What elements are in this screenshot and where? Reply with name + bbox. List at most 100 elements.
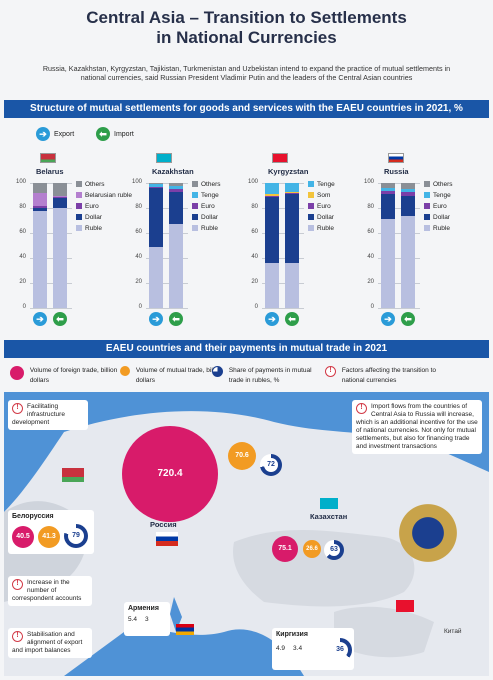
legend-entry: Ruble [424, 224, 493, 234]
import-arrow-icon: ⬅ [285, 312, 299, 326]
kyrgyzstan-values: 4.9 3.4 [276, 645, 350, 653]
kazakhstan-map-flag [320, 498, 338, 509]
kyrgyzstan-flag [272, 153, 288, 163]
gridline [30, 208, 72, 209]
legend-mutual-trade: Volume of mutual trade, billion dollars [120, 366, 230, 386]
y-tick-label: 80 [19, 204, 26, 210]
bar-segment [285, 193, 299, 195]
import-arrow-icon: ⬅ [53, 312, 67, 326]
russia-foreign-bubble: 720.4 [122, 426, 218, 522]
title-line-1: Central Asia – Transition to Settlements [86, 8, 407, 27]
exclamation-icon: ! [12, 579, 23, 590]
bar-segment [169, 183, 183, 186]
y-tick-label: 100 [15, 179, 26, 185]
exclamation-icon: ! [325, 366, 336, 377]
y-tick-label: 60 [251, 229, 258, 235]
export-arrow-icon: ➔ [36, 127, 50, 141]
export-arrow-icon: ➔ [381, 312, 395, 326]
gridline [146, 183, 188, 184]
legend-label: Ruble [317, 225, 334, 232]
legend-swatch [424, 192, 430, 199]
legend-label: Others [433, 181, 453, 188]
export-legend: ➔ Export [36, 127, 74, 141]
gridline [262, 183, 304, 184]
factor-stabilisation-text: Stabilisation and alignment of export an… [12, 631, 83, 654]
y-tick-label: 0 [370, 304, 374, 310]
legend-entry: Tenge [192, 191, 262, 201]
bar-segment [33, 193, 47, 206]
y-tick-label: 40 [135, 254, 142, 260]
kyrgyzstan-foreign-value: 4.9 [276, 645, 286, 652]
china-map-label: Китай [444, 628, 462, 635]
legend-swatch [308, 203, 314, 210]
factor-import-flows: ! Import flows from the countries of Cent… [352, 400, 482, 454]
bar-segment [401, 215, 415, 308]
legend-swatch [192, 203, 198, 210]
central-asia-landmass [334, 606, 434, 658]
belarus-map-flag [62, 468, 84, 482]
armenia-map-flag [176, 624, 194, 635]
bar-segment [381, 190, 395, 195]
kyrgyzstan-label: Kyrgyzstan [268, 167, 309, 176]
kazakhstan-share-circle: 63 [324, 540, 344, 560]
legend-label: Dollar [85, 214, 102, 221]
bar-segment [149, 184, 163, 187]
bar-segment [169, 185, 183, 190]
belarus-mutual-bubble: 41.3 [38, 526, 60, 548]
gridline [378, 208, 420, 209]
gridline [146, 283, 188, 284]
legend-entry: Ruble [308, 224, 378, 234]
gridline [378, 283, 420, 284]
factor-infrastructure: ! Facilitating infrastructure development [8, 400, 88, 430]
legend-label: Belarusian ruble [85, 192, 132, 199]
gridline [146, 258, 188, 259]
import-arrow-icon: ⬅ [96, 127, 110, 141]
legend-label: Tenge [201, 192, 219, 199]
y-tick-label: 0 [22, 304, 26, 310]
armenia-values: 5.4 3 [128, 616, 166, 624]
bar-segment [33, 210, 47, 308]
y-tick-label: 40 [251, 254, 258, 260]
legend-swatch [192, 214, 198, 221]
legend-factors-label: Factors affecting the transition to nati… [341, 367, 436, 384]
legend-label: Euro [317, 203, 331, 210]
kazakhstan-foreign-bubble: 75.1 [272, 536, 298, 562]
y-tick-label: 20 [251, 279, 258, 285]
belarus-flag [40, 153, 56, 163]
bar-segment [381, 194, 395, 220]
gridline [262, 308, 304, 309]
y-tick-label: 20 [19, 279, 26, 285]
gridline [146, 208, 188, 209]
belarus-map-label: Белоруссия [12, 513, 54, 520]
bar-segment [149, 186, 163, 188]
bar-segment [53, 183, 67, 196]
bar-segment [169, 191, 183, 225]
kazakhstan-map-label: Казахстан [310, 512, 348, 521]
title-line-2: in National Currencies [156, 28, 337, 47]
russia-map-flag [156, 532, 178, 546]
legend-label: Dollar [433, 214, 450, 221]
eaeu-logo [396, 492, 460, 574]
legend-entry: Euro [424, 202, 493, 212]
y-tick-label: 60 [19, 229, 26, 235]
gridline [30, 283, 72, 284]
bar-segment [33, 205, 47, 208]
legend-entry: Euro [76, 202, 146, 212]
kazakhstan-share-circle-value: 63 [328, 544, 340, 556]
bar-segment [265, 194, 279, 196]
legend-share-label: Share of payments in mutual trade in rub… [228, 367, 312, 384]
legend-ruble-share: Share of payments in mutual trade in rub… [212, 366, 322, 386]
bar-segment [401, 189, 415, 192]
legend-entry: Others [424, 180, 493, 190]
legend-swatch [424, 214, 430, 221]
legend-swatch [308, 192, 314, 199]
legend-label: Others [85, 181, 105, 188]
page-title: Central Asia – Transition to Settlements… [0, 8, 493, 48]
bar-segment [149, 188, 163, 247]
y-tick-label: 100 [247, 179, 258, 185]
belarus-share-circle-value: 79 [68, 528, 84, 544]
legend-entry: Tenge [308, 180, 378, 190]
legend-entry: Dollar [424, 213, 493, 223]
export-arrow-icon: ➔ [149, 312, 163, 326]
